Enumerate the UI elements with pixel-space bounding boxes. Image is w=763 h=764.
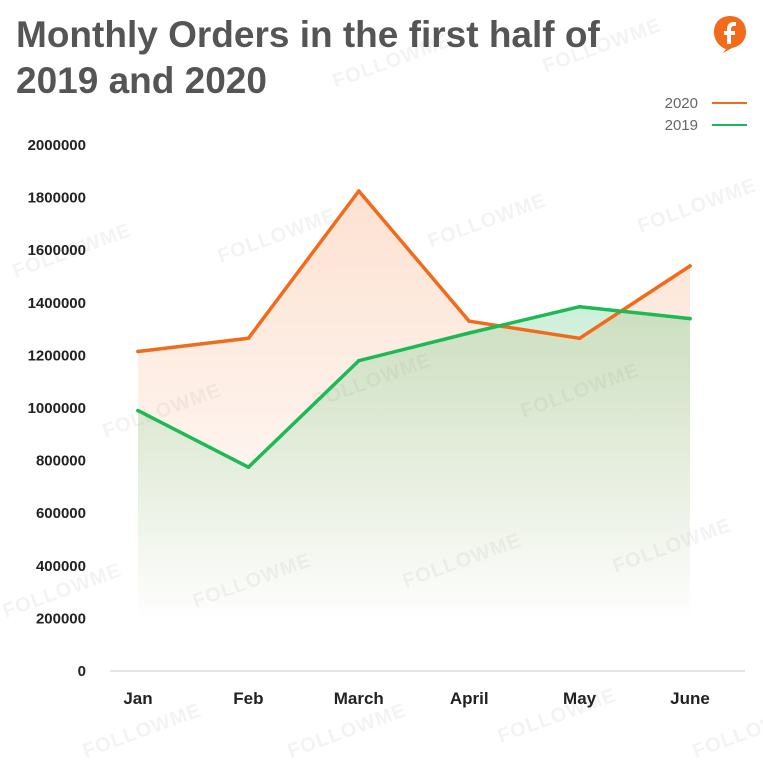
y-tick-label: 1200000 bbox=[28, 347, 86, 364]
chart-title: Monthly Orders in the first half of 2019… bbox=[16, 12, 656, 104]
series-lines bbox=[136, 189, 692, 469]
series-areas bbox=[138, 191, 690, 621]
series-2019-point bbox=[577, 304, 582, 309]
series-2020-point bbox=[357, 189, 361, 193]
series-2019-area bbox=[138, 306, 690, 621]
chart-title-line-2: 2019 and 2020 bbox=[16, 60, 267, 101]
series-2019-point bbox=[688, 316, 692, 321]
series-2020-point bbox=[467, 319, 472, 324]
y-tick-label: 1800000 bbox=[28, 190, 86, 207]
y-tick-label: 400000 bbox=[36, 558, 86, 575]
x-tick-label: March bbox=[334, 689, 384, 708]
series-2020-point bbox=[688, 264, 692, 268]
x-tick-label: May bbox=[563, 689, 597, 708]
y-tick-label: 1400000 bbox=[28, 295, 86, 312]
series-2019-point bbox=[467, 331, 472, 335]
x-tick-label: Jan bbox=[123, 689, 152, 708]
y-tick-label: 2000000 bbox=[28, 137, 86, 154]
x-tick-label: June bbox=[670, 689, 710, 708]
x-tick-label: Feb bbox=[233, 689, 263, 708]
series-2019-line bbox=[136, 304, 692, 469]
series-2019-point bbox=[357, 358, 361, 363]
y-axis: 0 200000 400000 600000 800000 1000000 1200000 1… bbox=[28, 137, 86, 680]
legend-label: 2019 bbox=[665, 117, 698, 134]
x-axis: Jan Feb March April May June bbox=[123, 689, 709, 708]
series-2019-point bbox=[136, 408, 140, 413]
chart-title-line-1: Monthly Orders in the first half of bbox=[16, 14, 600, 55]
legend: 2020 2019 bbox=[665, 95, 747, 134]
x-tick-label: April bbox=[450, 689, 489, 708]
y-tick-label: 800000 bbox=[36, 453, 86, 470]
series-2019-point bbox=[246, 465, 251, 469]
y-tick-label: 200000 bbox=[36, 610, 86, 627]
series-2020-line bbox=[136, 189, 692, 354]
followme-logo-icon bbox=[714, 16, 746, 53]
legend-label: 2020 bbox=[665, 95, 698, 112]
y-tick-label: 600000 bbox=[36, 505, 86, 522]
series-2020-point bbox=[136, 349, 140, 354]
y-tick-label: 1000000 bbox=[28, 400, 86, 417]
series-2020-point bbox=[577, 336, 582, 341]
series-2020-point bbox=[246, 336, 251, 341]
y-tick-label: 1600000 bbox=[28, 242, 86, 259]
y-tick-label: 0 bbox=[78, 663, 86, 680]
